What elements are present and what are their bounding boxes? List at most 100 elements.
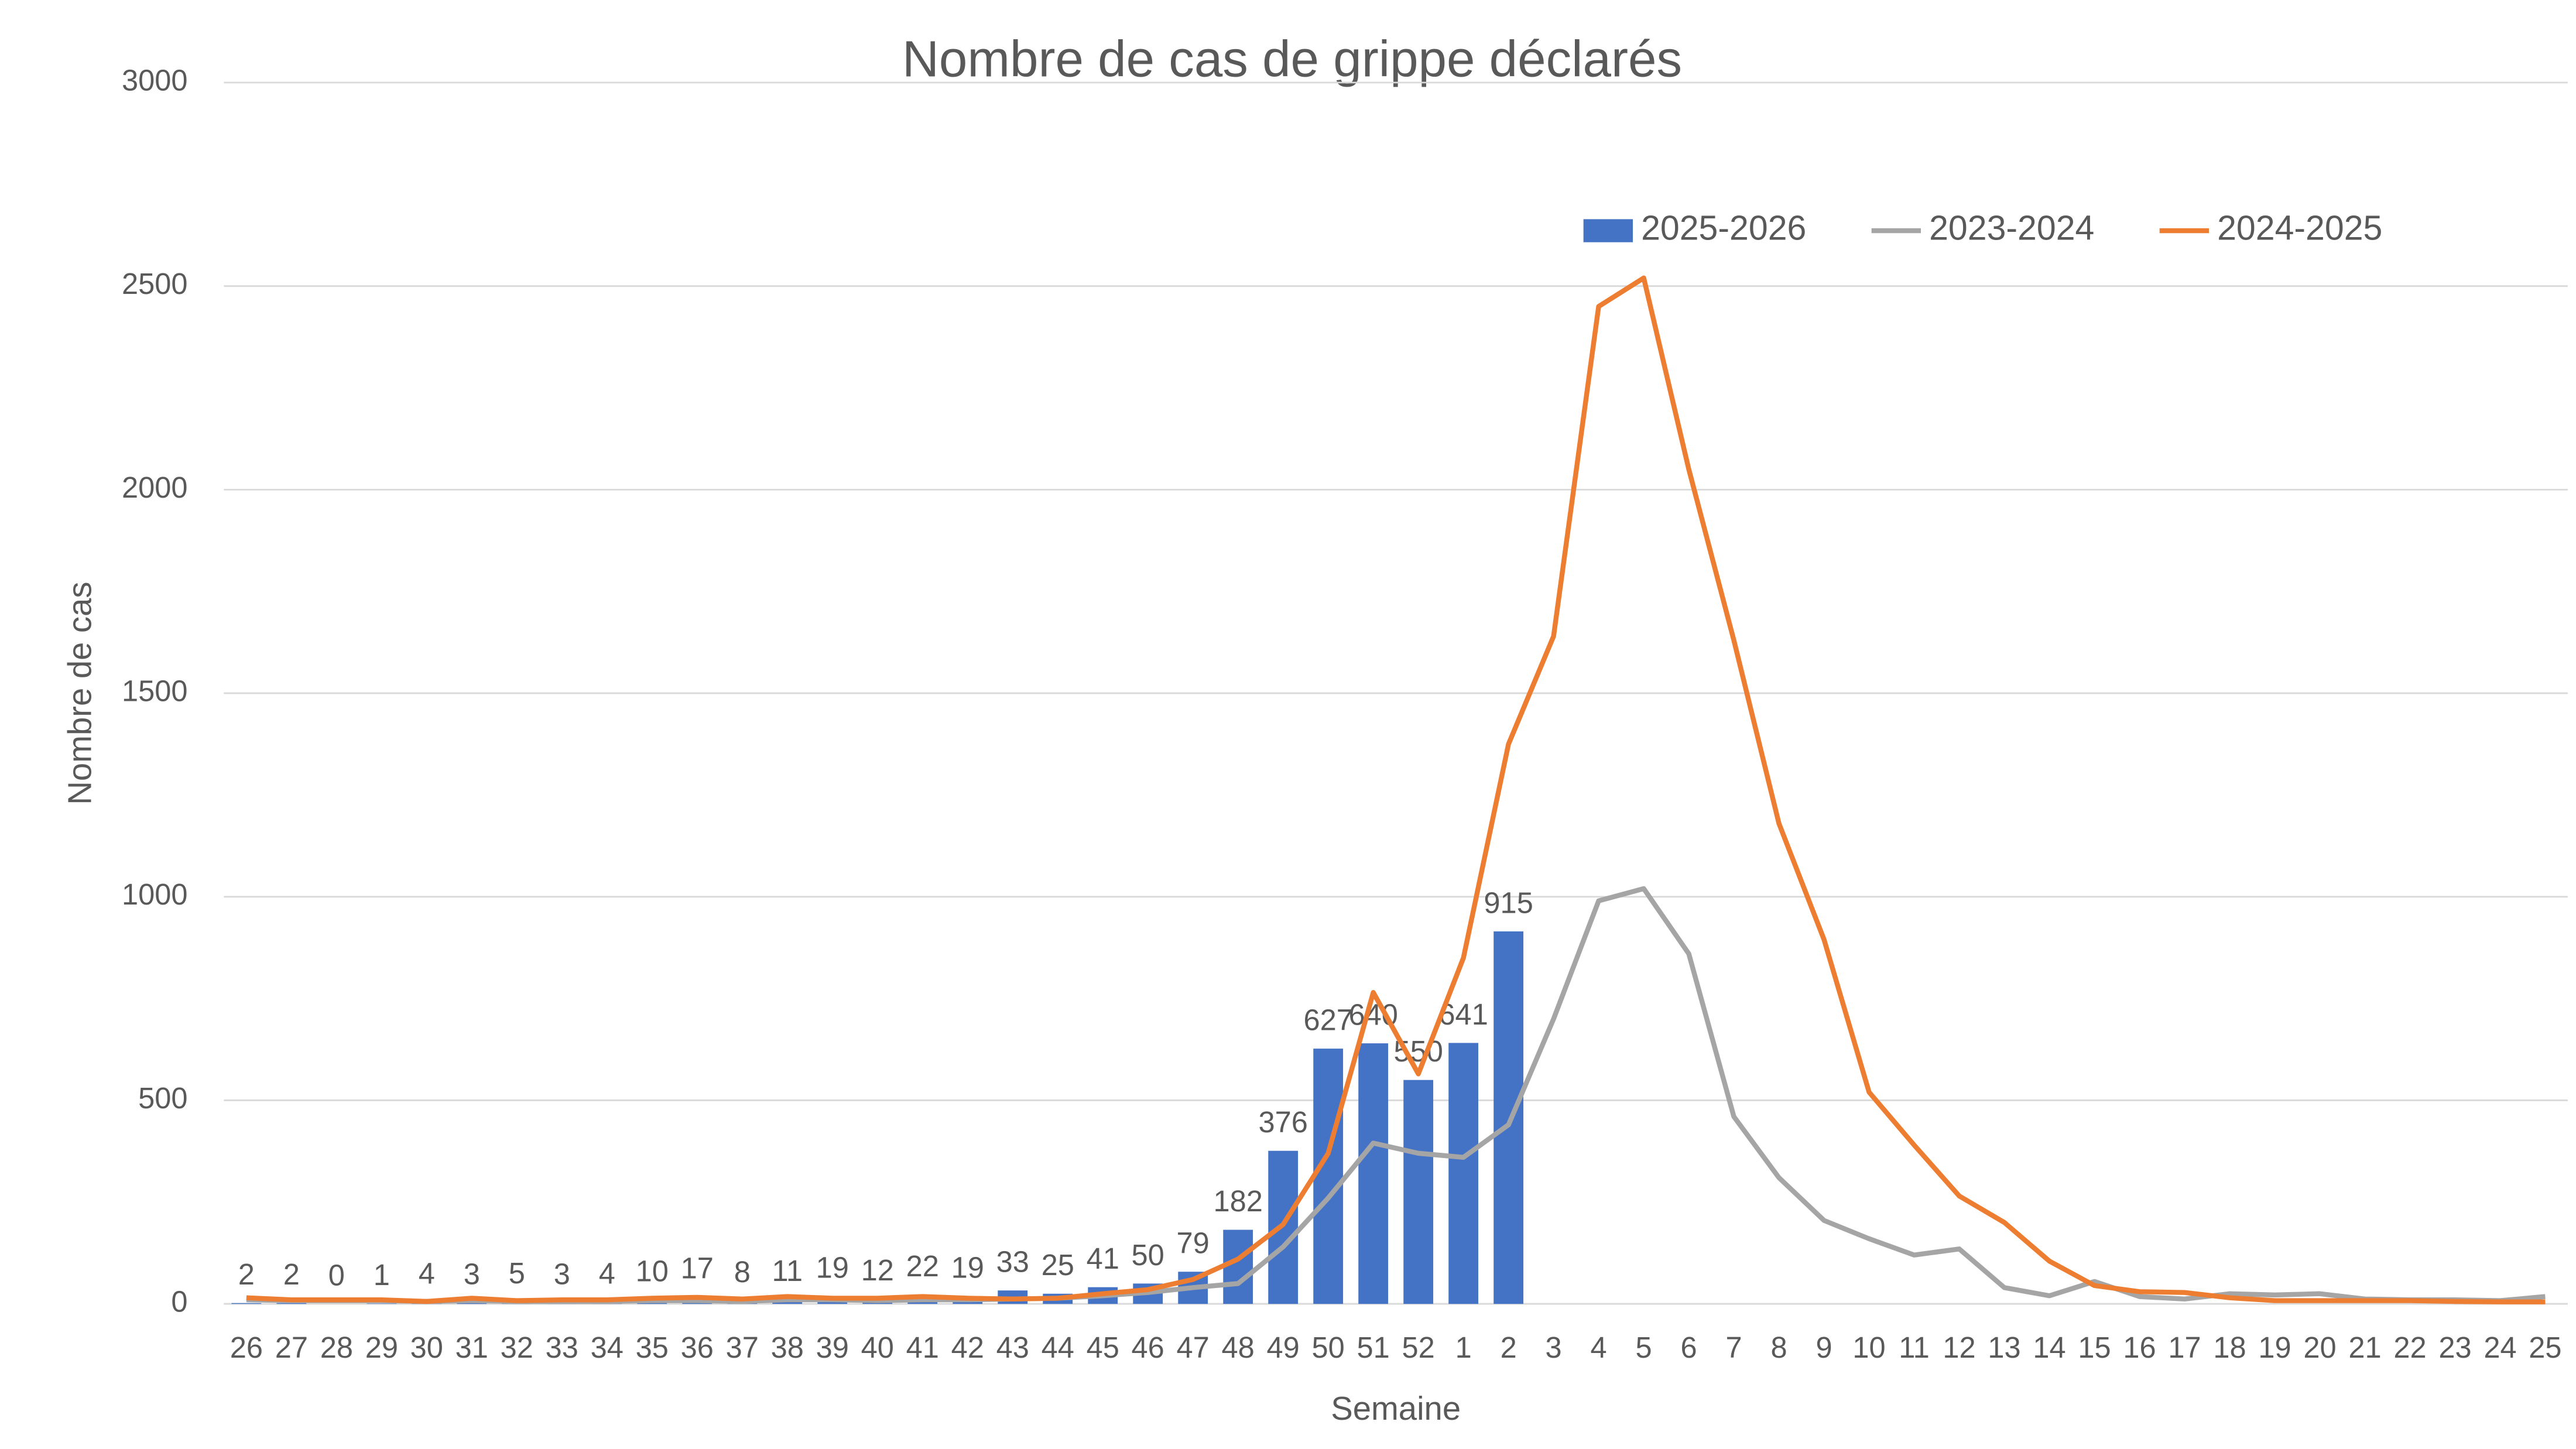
bar: [1313, 1049, 1344, 1304]
data-label: 33: [996, 1245, 1029, 1279]
x-tick-label: 37: [726, 1331, 759, 1364]
data-label: 11: [772, 1254, 803, 1287]
x-tick-label: 47: [1177, 1331, 1210, 1364]
data-label: 915: [1484, 886, 1533, 919]
x-tick-label: 50: [1312, 1331, 1345, 1364]
bar: [1448, 1043, 1479, 1304]
x-tick-label: 8: [1771, 1331, 1787, 1364]
data-label: 4: [599, 1257, 615, 1290]
x-tick-label: 34: [591, 1331, 624, 1364]
data-label: 79: [1177, 1227, 1210, 1260]
x-tick-label: 32: [501, 1331, 533, 1364]
data-label: 3: [464, 1257, 480, 1290]
x-tick-label: 39: [816, 1331, 849, 1364]
data-label: 0: [328, 1259, 345, 1292]
y-tick-label: 2000: [122, 471, 188, 504]
x-tick-label: 18: [2213, 1331, 2246, 1364]
x-tick-label: 15: [2078, 1331, 2111, 1364]
x-tick-label: 27: [275, 1331, 308, 1364]
data-label: 5: [509, 1256, 525, 1290]
x-tick-label: 36: [681, 1331, 714, 1364]
data-label: 2: [283, 1258, 300, 1291]
bar: [366, 1303, 397, 1304]
legend-label: 2023-2024: [1929, 209, 2094, 248]
data-label: 182: [1213, 1184, 1262, 1218]
bar: [276, 1303, 307, 1304]
data-label: 4: [419, 1257, 435, 1290]
y-tick-label: 500: [138, 1081, 187, 1115]
x-tick-label: 21: [2348, 1331, 2381, 1364]
y-tick-label: 2500: [122, 267, 188, 300]
x-tick-label: 23: [2438, 1331, 2471, 1364]
y-axis-label: Nombre de cas: [61, 581, 98, 804]
data-label: 10: [636, 1255, 669, 1288]
data-label: 19: [816, 1251, 849, 1284]
x-tick-label: 7: [1726, 1331, 1742, 1364]
line: [246, 275, 2546, 1304]
x-tick-label: 48: [1222, 1331, 1255, 1364]
x-tick-label: 49: [1267, 1331, 1300, 1364]
bar: [1223, 1229, 1253, 1304]
x-tick-label: 42: [951, 1331, 984, 1364]
x-tick-label: 9: [1816, 1331, 1832, 1364]
x-tick-label: 11: [1899, 1331, 1930, 1364]
x-tick-label: 52: [1402, 1331, 1435, 1364]
x-tick-label: 31: [455, 1331, 488, 1364]
x-tick-label: 28: [320, 1331, 353, 1364]
x-tick-label: 38: [771, 1331, 804, 1364]
data-label: 22: [906, 1249, 939, 1283]
data-label: 3: [554, 1257, 570, 1290]
x-tick-label: 29: [365, 1331, 398, 1364]
data-label: 627: [1303, 1003, 1352, 1037]
x-tick-label: 30: [410, 1331, 443, 1364]
x-tick-label: 3: [1546, 1331, 1562, 1364]
data-label: 8: [734, 1255, 751, 1289]
x-tick-label: 4: [1591, 1331, 1607, 1364]
y-tick-label: 1500: [122, 674, 188, 707]
x-tick-label: 26: [230, 1331, 263, 1364]
bar: [457, 1303, 487, 1304]
x-tick-label: 44: [1042, 1331, 1074, 1364]
data-label: 50: [1132, 1238, 1164, 1272]
data-label: 41: [1087, 1242, 1119, 1275]
x-tick-label: 24: [2483, 1331, 2516, 1364]
data-label: 12: [861, 1253, 894, 1287]
bar: [1493, 931, 1524, 1304]
legend-label: 2024-2025: [2217, 209, 2382, 248]
x-tick-label: 6: [1681, 1331, 1697, 1364]
legend-label: 2025-2026: [1641, 209, 1806, 248]
x-tick-label: 35: [636, 1331, 669, 1364]
x-tick-label: 2: [1501, 1331, 1517, 1364]
data-label: 376: [1258, 1105, 1307, 1139]
x-tick-label: 25: [2529, 1331, 2561, 1364]
data-label: 25: [1042, 1248, 1074, 1282]
x-tick-label: 46: [1132, 1331, 1164, 1364]
data-label: 17: [681, 1252, 714, 1285]
x-tick-label: 43: [996, 1331, 1029, 1364]
line: [246, 886, 2546, 1304]
x-tick-label: 19: [2258, 1331, 2291, 1364]
bar: [231, 1303, 262, 1304]
x-tick-label: 22: [2393, 1331, 2426, 1364]
y-tick-label: 0: [171, 1285, 187, 1318]
x-tick-label: 16: [2123, 1331, 2156, 1364]
x-tick-label: 51: [1357, 1331, 1390, 1364]
x-tick-label: 33: [546, 1331, 578, 1364]
x-tick-label: 10: [1852, 1331, 1885, 1364]
data-label: 19: [951, 1251, 984, 1284]
x-tick-label: 12: [1943, 1331, 1975, 1364]
x-tick-label: 13: [1988, 1331, 2020, 1364]
legend-swatch: [1583, 219, 1633, 242]
chart-title: Nombre de cas de grippe déclarés: [902, 30, 1682, 87]
data-label: 1: [374, 1258, 390, 1292]
x-tick-label: 20: [2303, 1331, 2336, 1364]
x-tick-label: 45: [1087, 1331, 1119, 1364]
x-tick-label: 40: [861, 1331, 894, 1364]
x-axis-label: Semaine: [1331, 1390, 1461, 1427]
bar: [1358, 1043, 1389, 1304]
x-tick-label: 14: [2033, 1331, 2065, 1364]
x-tick-label: 41: [906, 1331, 939, 1364]
y-tick-label: 3000: [122, 63, 188, 97]
x-tick-label: 5: [1636, 1331, 1652, 1364]
